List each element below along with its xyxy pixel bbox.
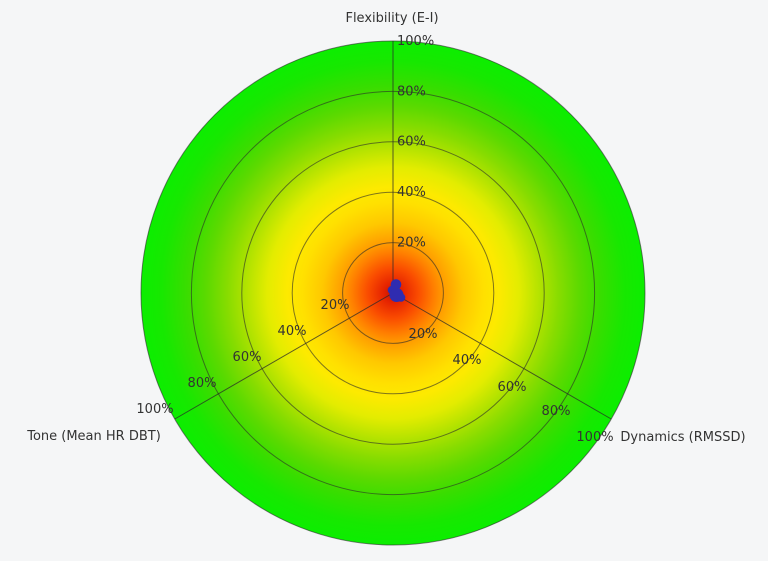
tick-labels-bottom-right-axis: 20% 40% 60% 80% 100% — [409, 327, 614, 445]
tick-label: 60% — [233, 350, 262, 365]
axis-line-bottom-right — [392, 292, 612, 420]
data-points — [387, 279, 406, 302]
tick-label: 80% — [397, 85, 426, 100]
data-point — [396, 293, 406, 302]
axis-title-tone: Tone (Mean HR DBT) — [26, 429, 161, 444]
tick-label: 40% — [397, 185, 426, 200]
axis-lines — [174, 41, 612, 420]
axis-title-dynamics: Dynamics (RMSSD) — [620, 430, 745, 445]
tick-label: 20% — [409, 327, 438, 342]
tick-label: 40% — [453, 353, 482, 368]
tick-label: 100% — [136, 402, 173, 417]
tick-label: 20% — [321, 298, 350, 313]
tick-label: 100% — [397, 34, 434, 49]
axis-title-flexibility: Flexibility (E-I) — [345, 11, 438, 26]
tick-label: 80% — [188, 376, 217, 391]
axis-line-bottom-left — [174, 292, 394, 420]
tick-label: 40% — [278, 324, 307, 339]
tick-label: 80% — [542, 404, 571, 419]
tick-labels-top-axis: 20% 40% 60% 80% 100% — [397, 34, 434, 251]
tick-label: 100% — [576, 430, 613, 445]
tick-label: 20% — [397, 236, 426, 251]
tick-labels-bottom-left-axis: 20% 40% 60% 80% 100% — [136, 298, 349, 417]
tick-label: 60% — [397, 135, 426, 150]
tick-label: 60% — [498, 380, 527, 395]
